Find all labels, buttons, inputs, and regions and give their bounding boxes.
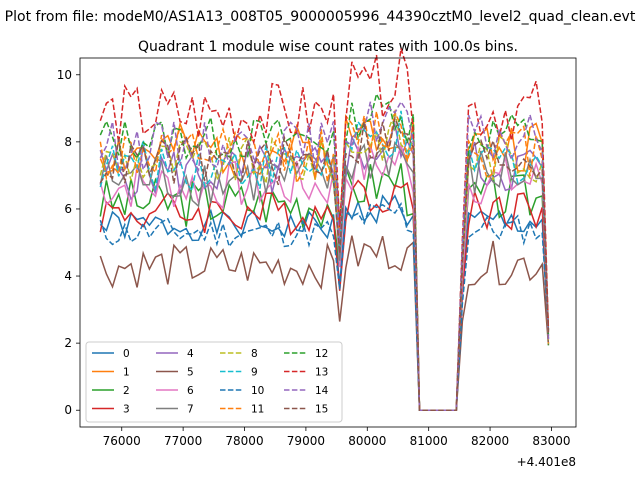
series-line-7	[99, 141, 550, 411]
y-tick-label: 0	[64, 403, 72, 417]
x-tick-label: 83000	[532, 434, 570, 448]
legend-label-4: 4	[187, 348, 194, 360]
legend-label-0: 0	[123, 348, 130, 360]
y-tick-label: 8	[64, 135, 72, 149]
x-tick-label: 80000	[348, 434, 386, 448]
x-tick-label: 77000	[164, 434, 202, 448]
legend-frame	[85, 341, 343, 423]
legend-label-10: 10	[251, 385, 264, 397]
legend-label-3: 3	[123, 404, 130, 416]
legend-label-12: 12	[315, 348, 328, 360]
series-line-13	[99, 48, 550, 411]
legend-label-1: 1	[123, 367, 130, 379]
y-tick-label: 6	[64, 202, 72, 216]
series-line-10	[99, 201, 550, 411]
legend-label-15: 15	[315, 404, 328, 416]
axes-layer: 76000 77000 78000 79000 80000 81000 82000 83000…	[57, 68, 571, 448]
series-line-9	[99, 110, 550, 411]
x-tick-label: 78000	[225, 434, 263, 448]
legend-label-11: 11	[251, 404, 264, 416]
chart-title: Quadrant 1 module wise count rates with …	[138, 39, 518, 55]
x-offset-label: +4.401e8	[517, 455, 576, 469]
legend-label-5: 5	[187, 367, 194, 379]
y-tick-label: 2	[64, 336, 72, 350]
series-line-8	[99, 108, 550, 411]
legend-label-6: 6	[187, 385, 194, 397]
legend-label-9: 9	[251, 367, 258, 379]
series-line-0	[99, 194, 550, 411]
plot-frame	[79, 57, 577, 428]
series-line-14	[99, 100, 550, 411]
x-tick-label: 81000	[410, 434, 448, 448]
series-layer	[99, 48, 550, 411]
x-tick-label: 76000	[103, 434, 141, 448]
series-line-11	[99, 110, 550, 411]
y-tick-label: 10	[57, 68, 72, 82]
legend-label-2: 2	[123, 385, 130, 397]
series-line-15	[99, 115, 550, 411]
x-tick-label: 82000	[471, 434, 509, 448]
chart-suptitle: Plot from file: modeM0/AS1A13_008T05_900…	[5, 9, 636, 25]
series-line-5	[99, 235, 550, 411]
y-tick-label: 4	[64, 269, 72, 283]
legend-label-7: 7	[187, 404, 194, 416]
x-tick-label: 79000	[287, 434, 325, 448]
series-line-4	[99, 121, 550, 411]
legend-label-13: 13	[315, 367, 328, 379]
legend-label-8: 8	[251, 348, 258, 360]
legend-label-14: 14	[315, 385, 329, 397]
series-line-6	[99, 142, 550, 411]
